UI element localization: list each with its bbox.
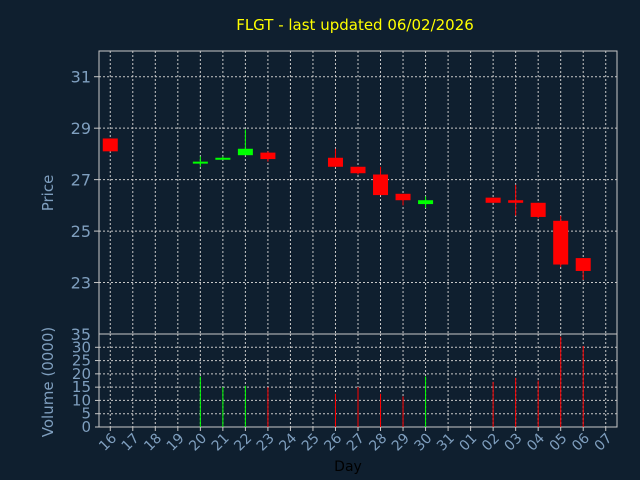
x-tick-label: 05: [547, 431, 571, 455]
candle-05: [553, 215, 569, 268]
x-tick-label: 06: [569, 430, 593, 454]
x-axis-label: Day: [334, 459, 362, 475]
volume-tick-label: 10: [72, 391, 91, 409]
x-tick-label: 31: [434, 431, 458, 455]
candle-29: [395, 193, 411, 206]
x-tick-label: 17: [119, 431, 143, 455]
candle-21: [215, 156, 231, 160]
candle-body: [260, 152, 276, 160]
price-tick-label: 23: [71, 274, 91, 293]
candle-body: [395, 193, 411, 201]
candle-body: [553, 220, 569, 265]
x-tick-label: 25: [299, 431, 323, 455]
x-tick-label: 18: [141, 431, 165, 455]
candle-26: [327, 148, 343, 167]
price-tick-label: 25: [71, 222, 91, 241]
volume-tick-label: 15: [72, 378, 91, 396]
x-tick-label: 22: [231, 431, 255, 455]
candle-body: [192, 161, 208, 164]
volume-axis-label: Volume (0000): [39, 327, 57, 437]
x-tick-label: 27: [344, 431, 368, 455]
x-tick-label: 23: [254, 431, 278, 455]
candle-body: [508, 200, 524, 203]
price-tick-label: 29: [71, 119, 91, 138]
candle-body: [327, 157, 343, 167]
price-panel: 23 25 27 29 31: [71, 50, 618, 335]
x-tick-label: 16: [96, 430, 120, 454]
x-tick-label: 02: [479, 431, 503, 455]
candle-body: [373, 174, 389, 196]
price-tick-label: 27: [71, 171, 91, 190]
x-tick-label: 28: [366, 431, 390, 455]
candle-body: [350, 166, 366, 174]
volume-tick-label: 0: [81, 418, 91, 436]
candle-22: [237, 129, 253, 156]
x-tick-label: 29: [389, 431, 413, 455]
candle-23: [260, 151, 276, 162]
candle-06: [575, 258, 591, 280]
x-tick-label: 19: [164, 431, 188, 455]
volume-tick-label: 25: [72, 352, 91, 370]
x-tick-label: 24: [276, 430, 300, 454]
price-axis-label: Price: [39, 175, 57, 212]
x-tick-label: 21: [209, 431, 233, 455]
volume-top-label: 35: [71, 325, 91, 344]
candle-02: [485, 197, 501, 203]
candle-body: [102, 138, 118, 152]
x-tick-label: 01: [457, 431, 481, 455]
candle-body: [418, 200, 434, 205]
x-tick-label: 30: [411, 431, 435, 455]
candle-04: [530, 202, 546, 219]
candle-03: [508, 184, 524, 216]
volume-tick-label: 5: [81, 405, 91, 423]
candle-body: [237, 148, 253, 156]
candle-28: [373, 166, 389, 196]
candle-27: [350, 166, 366, 175]
candle-body: [485, 197, 501, 203]
candle-30: [418, 196, 434, 208]
chart-title: FLGT - last updated 06/02/2026: [236, 16, 474, 34]
candle-body: [215, 157, 231, 160]
x-tick-label: 20: [186, 431, 210, 455]
candle-body: [575, 258, 591, 271]
volume-tick-label: 20: [72, 365, 91, 383]
price-tick-label: 31: [71, 68, 91, 87]
x-tick-label: 04: [524, 430, 548, 454]
x-tick-label: 26: [321, 430, 345, 454]
x-axis: 1617181920212223242526272829303101020304…: [96, 427, 616, 455]
candle-20: [192, 156, 208, 167]
candle-16: [102, 138, 118, 152]
x-tick-label: 07: [592, 431, 616, 455]
volume-tick-label: 30: [72, 338, 91, 356]
x-tick-label: 03: [502, 431, 526, 455]
candle-body: [530, 202, 546, 217]
